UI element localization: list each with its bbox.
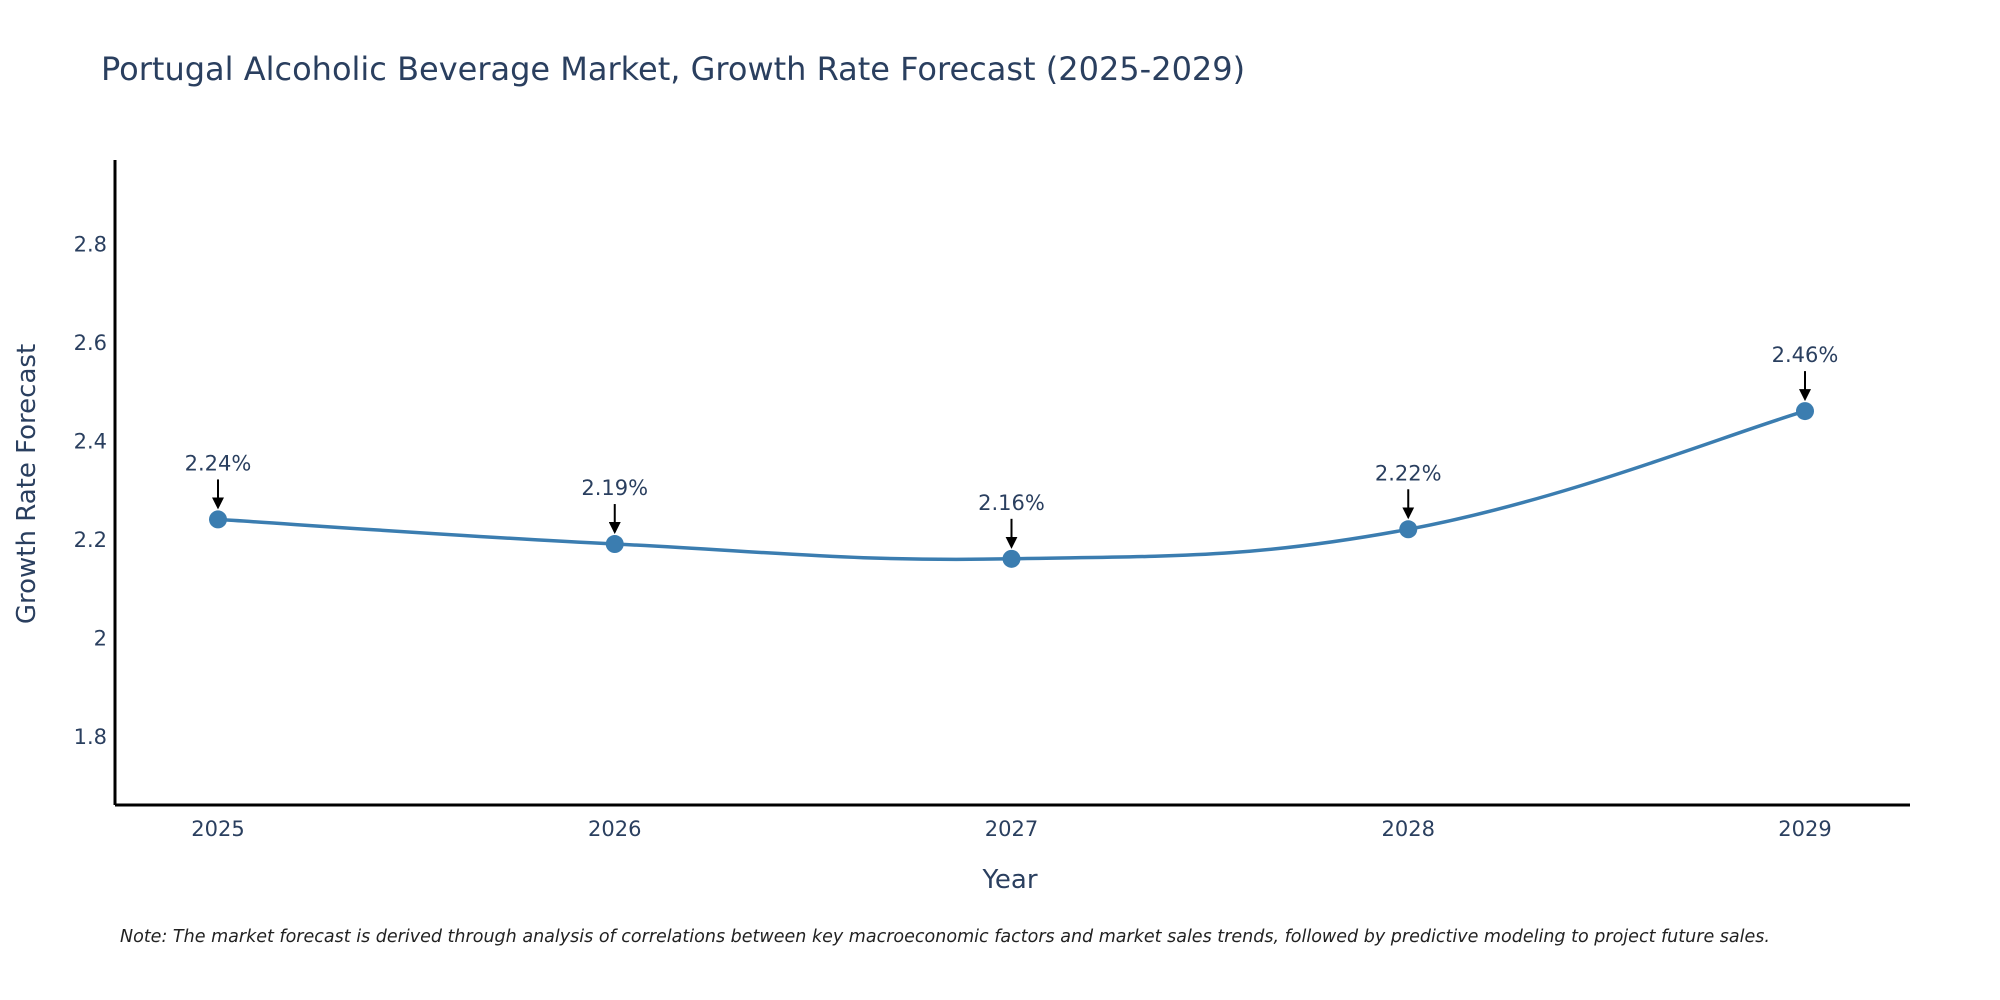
- data-label: 2.24%: [185, 451, 252, 475]
- y-axis-ticks: 1.8 2 2.2 2.4 2.6 2.8: [74, 233, 107, 749]
- data-label: 2.19%: [581, 476, 648, 500]
- y-axis-title: Growth Rate Forecast: [12, 344, 42, 624]
- y-tick-label: 2.8: [74, 233, 107, 257]
- data-labels: 2.24% 2.19% 2.16% 2.22% 2.46%: [185, 343, 1839, 549]
- x-tick-label: 2029: [1778, 817, 1831, 841]
- data-label: 2.16%: [978, 491, 1045, 515]
- data-point: [209, 510, 227, 529]
- chart-note: Note: The market forecast is derived thr…: [120, 927, 1770, 947]
- data-label: 2.22%: [1375, 461, 1442, 485]
- y-tick-label: 1.8: [74, 725, 107, 749]
- x-tick-label: 2025: [191, 817, 244, 841]
- chart-title: Portugal Alcoholic Beverage Market, Grow…: [101, 50, 1245, 88]
- data-point: [1399, 520, 1418, 539]
- data-point: [605, 535, 624, 554]
- x-axis-title: Year: [981, 865, 1037, 895]
- y-tick-label: 2.6: [74, 331, 107, 355]
- x-tick-label: 2026: [588, 817, 641, 841]
- x-tick-label: 2027: [985, 817, 1038, 841]
- y-tick-label: 2.2: [74, 528, 107, 552]
- data-label: 2.46%: [1772, 343, 1839, 367]
- data-point: [1796, 402, 1814, 421]
- y-tick-label: 2.4: [74, 430, 107, 454]
- y-tick-label: 2: [94, 627, 107, 651]
- data-point: [1002, 549, 1021, 568]
- x-tick-label: 2028: [1382, 817, 1435, 841]
- x-axis-ticks: 2025 2026 2027 2028 2029: [191, 817, 1831, 841]
- data-markers: [209, 402, 1814, 568]
